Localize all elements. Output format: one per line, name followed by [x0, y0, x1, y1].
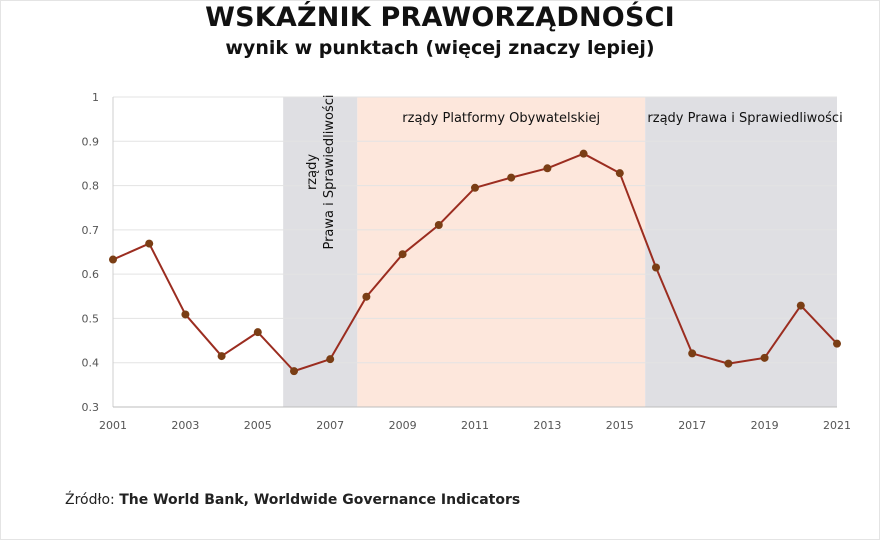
x-tick-label: 2015 — [606, 419, 634, 432]
data-point — [579, 149, 588, 158]
data-point — [688, 349, 697, 358]
y-tick-label: 0.6 — [82, 268, 100, 281]
data-point — [217, 352, 226, 361]
data-point — [253, 328, 262, 337]
x-tick-label: 2013 — [533, 419, 561, 432]
x-tick-label: 2017 — [678, 419, 706, 432]
data-point — [362, 292, 371, 301]
data-point — [507, 173, 516, 182]
y-tick-label: 0.8 — [82, 180, 100, 193]
band-label-po: rządy Platformy Obywatelskiej — [402, 111, 600, 126]
data-point — [434, 220, 443, 229]
y-tick-label: 0.9 — [82, 135, 100, 148]
data-point — [833, 339, 841, 348]
data-point — [109, 255, 117, 264]
x-tick-label: 2009 — [389, 419, 417, 432]
data-point — [398, 250, 407, 259]
source-text: The World Bank, Worldwide Governance Ind… — [119, 492, 521, 508]
data-point — [181, 310, 190, 319]
x-tick-label: 2003 — [171, 419, 199, 432]
x-tick-label: 2005 — [244, 419, 272, 432]
data-point — [760, 353, 769, 362]
data-point — [796, 301, 805, 310]
x-tick-label: 2019 — [751, 419, 779, 432]
y-tick-label: 0.3 — [82, 401, 100, 414]
source-note: Źródło: The World Bank, Worldwide Govern… — [65, 492, 520, 508]
data-point — [290, 367, 298, 376]
band-2 — [645, 97, 837, 407]
x-tick-label: 2001 — [99, 419, 127, 432]
y-tick-label: 0.5 — [82, 312, 100, 325]
data-point — [471, 183, 479, 192]
data-point — [724, 359, 733, 368]
data-point — [652, 263, 660, 272]
data-point — [326, 355, 335, 364]
y-tick-label: 0.7 — [82, 224, 100, 237]
x-tick-label: 2011 — [461, 419, 489, 432]
y-tick-label: 1 — [92, 91, 99, 104]
source-prefix: Źródło: — [65, 492, 120, 508]
band-label-pis-2016: rządy Prawa i Sprawiedliwości — [647, 111, 842, 126]
chart-title: WSKAŹNIK PRAWORZĄDNOŚCI — [205, 2, 675, 33]
chart-subtitle: wynik w punktach (więcej znaczy lepiej) — [225, 37, 655, 59]
data-point — [145, 239, 154, 248]
data-point — [615, 169, 624, 178]
x-tick-label: 2007 — [316, 419, 344, 432]
band-0 — [283, 97, 358, 407]
data-point — [543, 164, 552, 173]
band-label-pis-2006: rządy Prawa i Sprawiedliwości — [305, 94, 337, 249]
band-label-text: rządy Prawa i Sprawiedliwości — [305, 94, 337, 249]
x-tick-label: 2021 — [823, 419, 851, 432]
y-tick-label: 0.4 — [82, 357, 100, 370]
